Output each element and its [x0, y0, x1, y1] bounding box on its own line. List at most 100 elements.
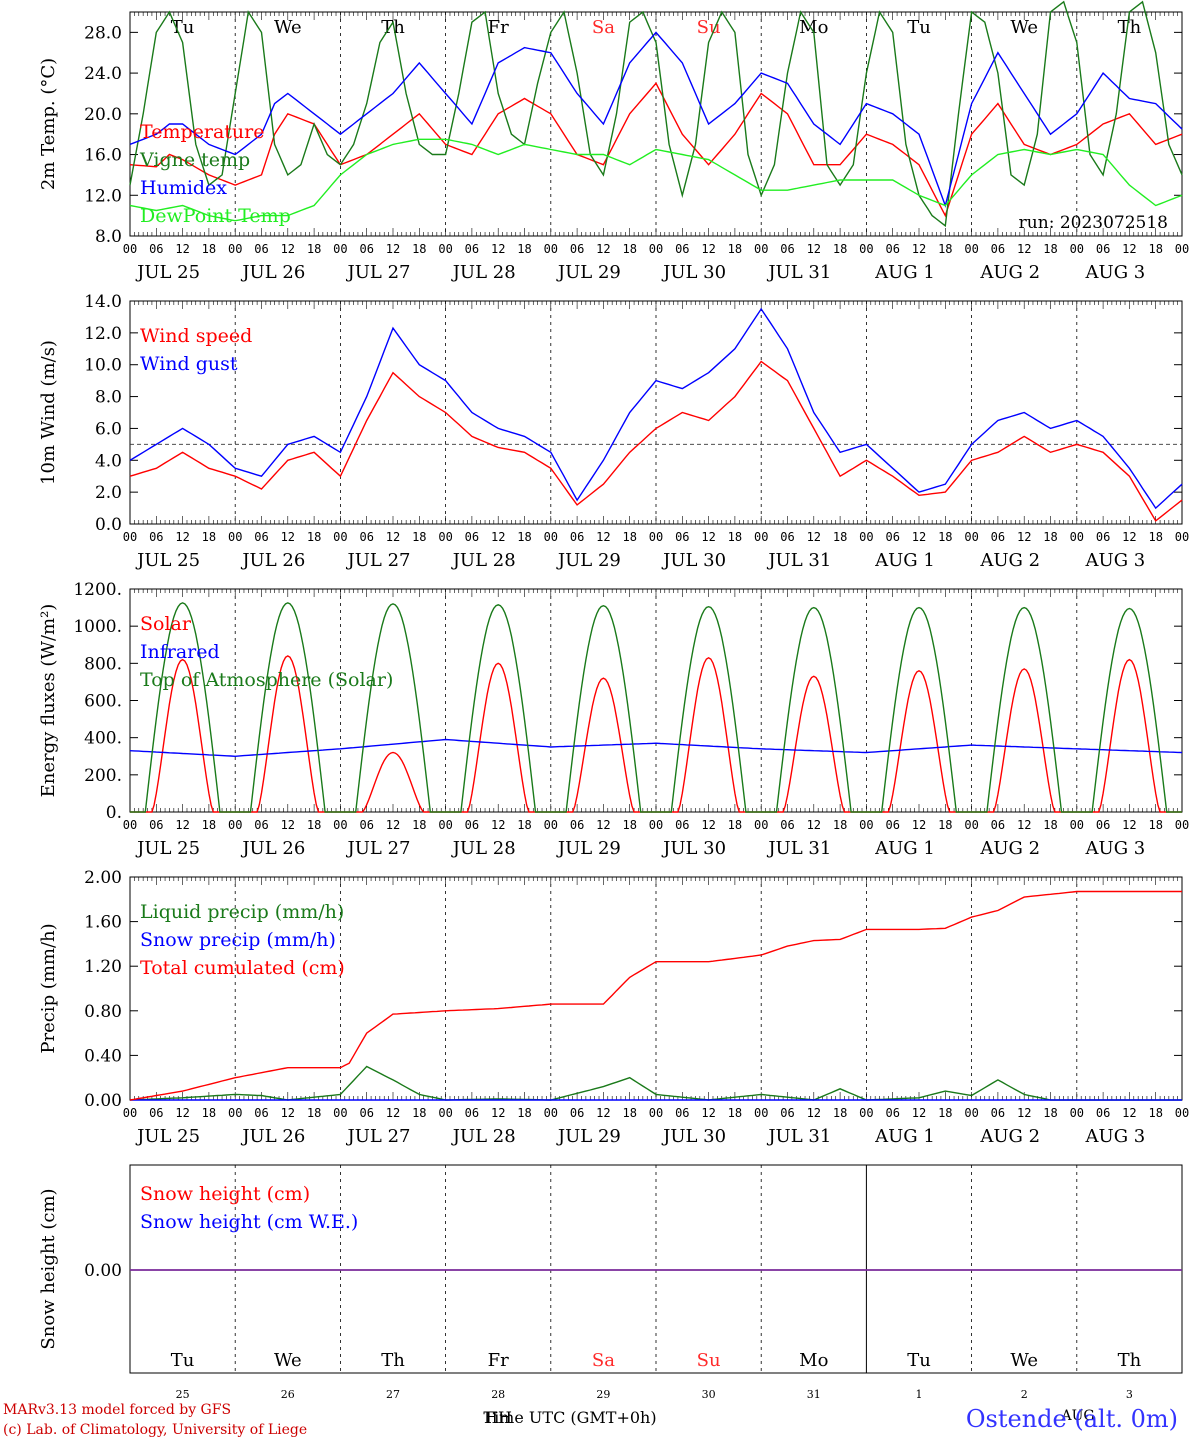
- hour-tick-label: 18: [833, 530, 847, 544]
- hour-tick-label: 18: [622, 1106, 636, 1120]
- date-label: JUL 29: [556, 838, 621, 859]
- hour-tick-label: 18: [412, 242, 426, 256]
- y-tick-label: 200.: [84, 766, 122, 786]
- bottom-month-label: AUG: [1060, 1408, 1094, 1424]
- y-tick-label: 16.0: [84, 146, 122, 166]
- hour-tick-label: 12: [912, 1106, 926, 1120]
- hour-tick-label: 18: [728, 530, 742, 544]
- hour-tick-label: 06: [991, 530, 1005, 544]
- hour-tick-label: 06: [780, 818, 794, 832]
- hour-tick-label: 12: [491, 1106, 505, 1120]
- date-label: JUL 28: [451, 262, 516, 283]
- hour-tick-label: 18: [833, 1106, 847, 1120]
- y-tick-label: 0.0: [95, 515, 122, 535]
- date-label: JUL 25: [135, 1126, 200, 1147]
- hour-tick-label: 00: [123, 530, 137, 544]
- hour-tick-label: 00: [754, 1106, 768, 1120]
- hour-tick-label: 06: [675, 1106, 689, 1120]
- date-label: JUL 27: [346, 838, 411, 859]
- hour-tick-label: 06: [254, 530, 268, 544]
- y-tick-label: 28.0: [84, 23, 122, 43]
- series-group: [129, 307, 1183, 522]
- hour-tick-label: 06: [675, 530, 689, 544]
- series-2-line: [129, 307, 1183, 510]
- hour-tick-label: 00: [1175, 242, 1189, 256]
- date-label: JUL 27: [346, 550, 411, 571]
- series-4-line: [129, 138, 1183, 222]
- legend-entry: Vigne temp: [139, 149, 250, 171]
- hour-tick-label: 00: [1070, 242, 1084, 256]
- xlabel-overlap: HH: [484, 1408, 512, 1427]
- date-label: JUL 25: [135, 550, 200, 571]
- hour-tick-label: 06: [149, 242, 163, 256]
- hour-tick-label: 18: [728, 818, 742, 832]
- hour-tick-label: 00: [228, 818, 242, 832]
- legend-entry: Snow height (cm W.E.): [140, 1211, 358, 1233]
- y-tick-label: 0.80: [84, 1002, 122, 1022]
- series-3-line: [129, 31, 1183, 208]
- day-number-label: 2: [1021, 1388, 1028, 1401]
- y-tick-label: 1.20: [84, 957, 122, 977]
- date-label: AUG 1: [874, 550, 935, 571]
- hour-tick-label: 06: [465, 818, 479, 832]
- hour-tick-label: 00: [123, 242, 137, 256]
- date-label: JUL 27: [346, 262, 411, 283]
- hour-tick-label: 00: [438, 818, 452, 832]
- hour-tick-label: 00: [859, 530, 873, 544]
- hour-tick-label: 18: [1043, 530, 1057, 544]
- day-name-label: Tu: [907, 1350, 931, 1371]
- y-tick-label: 0.00: [84, 1091, 122, 1111]
- hour-tick-label: 06: [675, 242, 689, 256]
- hour-tick-label: 12: [175, 530, 189, 544]
- y-tick-label: 12.0: [84, 186, 122, 206]
- hour-tick-label: 00: [859, 818, 873, 832]
- day-number-label: 31: [807, 1388, 821, 1401]
- hour-tick-label: 00: [964, 1106, 978, 1120]
- panel-1: 00 06 12 18 00 06 12 18 00 06 12 18 00 06 12 18 00 06 12 18…: [38, 0, 1189, 283]
- hour-tick-label: 00: [754, 242, 768, 256]
- day-name-label: Th: [1118, 17, 1142, 38]
- hour-tick-label: 12: [912, 530, 926, 544]
- hour-tick-label: 06: [359, 242, 373, 256]
- hour-tick-label: 18: [202, 242, 216, 256]
- series-2-line: [129, 0, 1183, 228]
- date-label: JUL 26: [240, 262, 305, 283]
- hour-tick-label: 00: [123, 818, 137, 832]
- y-tick-label: 10.0: [84, 356, 122, 376]
- hour-tick-label: 06: [675, 818, 689, 832]
- hour-tick-label: 06: [570, 818, 584, 832]
- x-axis-title: Time UTC (GMT+0h): [483, 1408, 656, 1427]
- hour-tick-label: 06: [780, 242, 794, 256]
- hour-tick-label: 18: [622, 242, 636, 256]
- y-axis-label: Snow height (cm): [38, 1188, 59, 1349]
- day-name-label: Fr: [488, 17, 509, 38]
- hour-tick-label: 00: [438, 1106, 452, 1120]
- hour-tick-label: 00: [649, 242, 663, 256]
- y-tick-label: 0.: [106, 803, 122, 823]
- y-tick-label: 800.: [84, 654, 122, 674]
- date-label: JUL 28: [451, 838, 516, 859]
- y-tick-label: 1.60: [84, 913, 122, 933]
- y-tick-label: 0.00: [84, 1261, 122, 1281]
- day-name-label: We: [274, 1350, 302, 1371]
- hour-tick-label: 00: [1070, 1106, 1084, 1120]
- date-label: AUG 2: [979, 1126, 1040, 1147]
- y-tick-label: 1200.: [73, 580, 122, 600]
- hour-tick-label: 18: [307, 1106, 321, 1120]
- hour-tick-label: 18: [1148, 530, 1162, 544]
- hour-tick-label: 06: [465, 242, 479, 256]
- date-label: AUG 3: [1085, 550, 1146, 571]
- hour-tick-label: 18: [938, 242, 952, 256]
- date-label: JUL 28: [451, 1126, 516, 1147]
- y-tick-label: 600.: [84, 692, 122, 712]
- hour-tick-label: 00: [123, 1106, 137, 1120]
- hour-tick-label: 18: [1043, 818, 1057, 832]
- hour-tick-label: 00: [649, 818, 663, 832]
- hour-tick-label: 12: [491, 242, 505, 256]
- hour-tick-label: 00: [438, 530, 452, 544]
- hour-tick-label: 18: [412, 818, 426, 832]
- date-label: JUL 30: [661, 838, 726, 859]
- hour-tick-label: 18: [938, 1106, 952, 1120]
- hour-tick-label: 06: [149, 530, 163, 544]
